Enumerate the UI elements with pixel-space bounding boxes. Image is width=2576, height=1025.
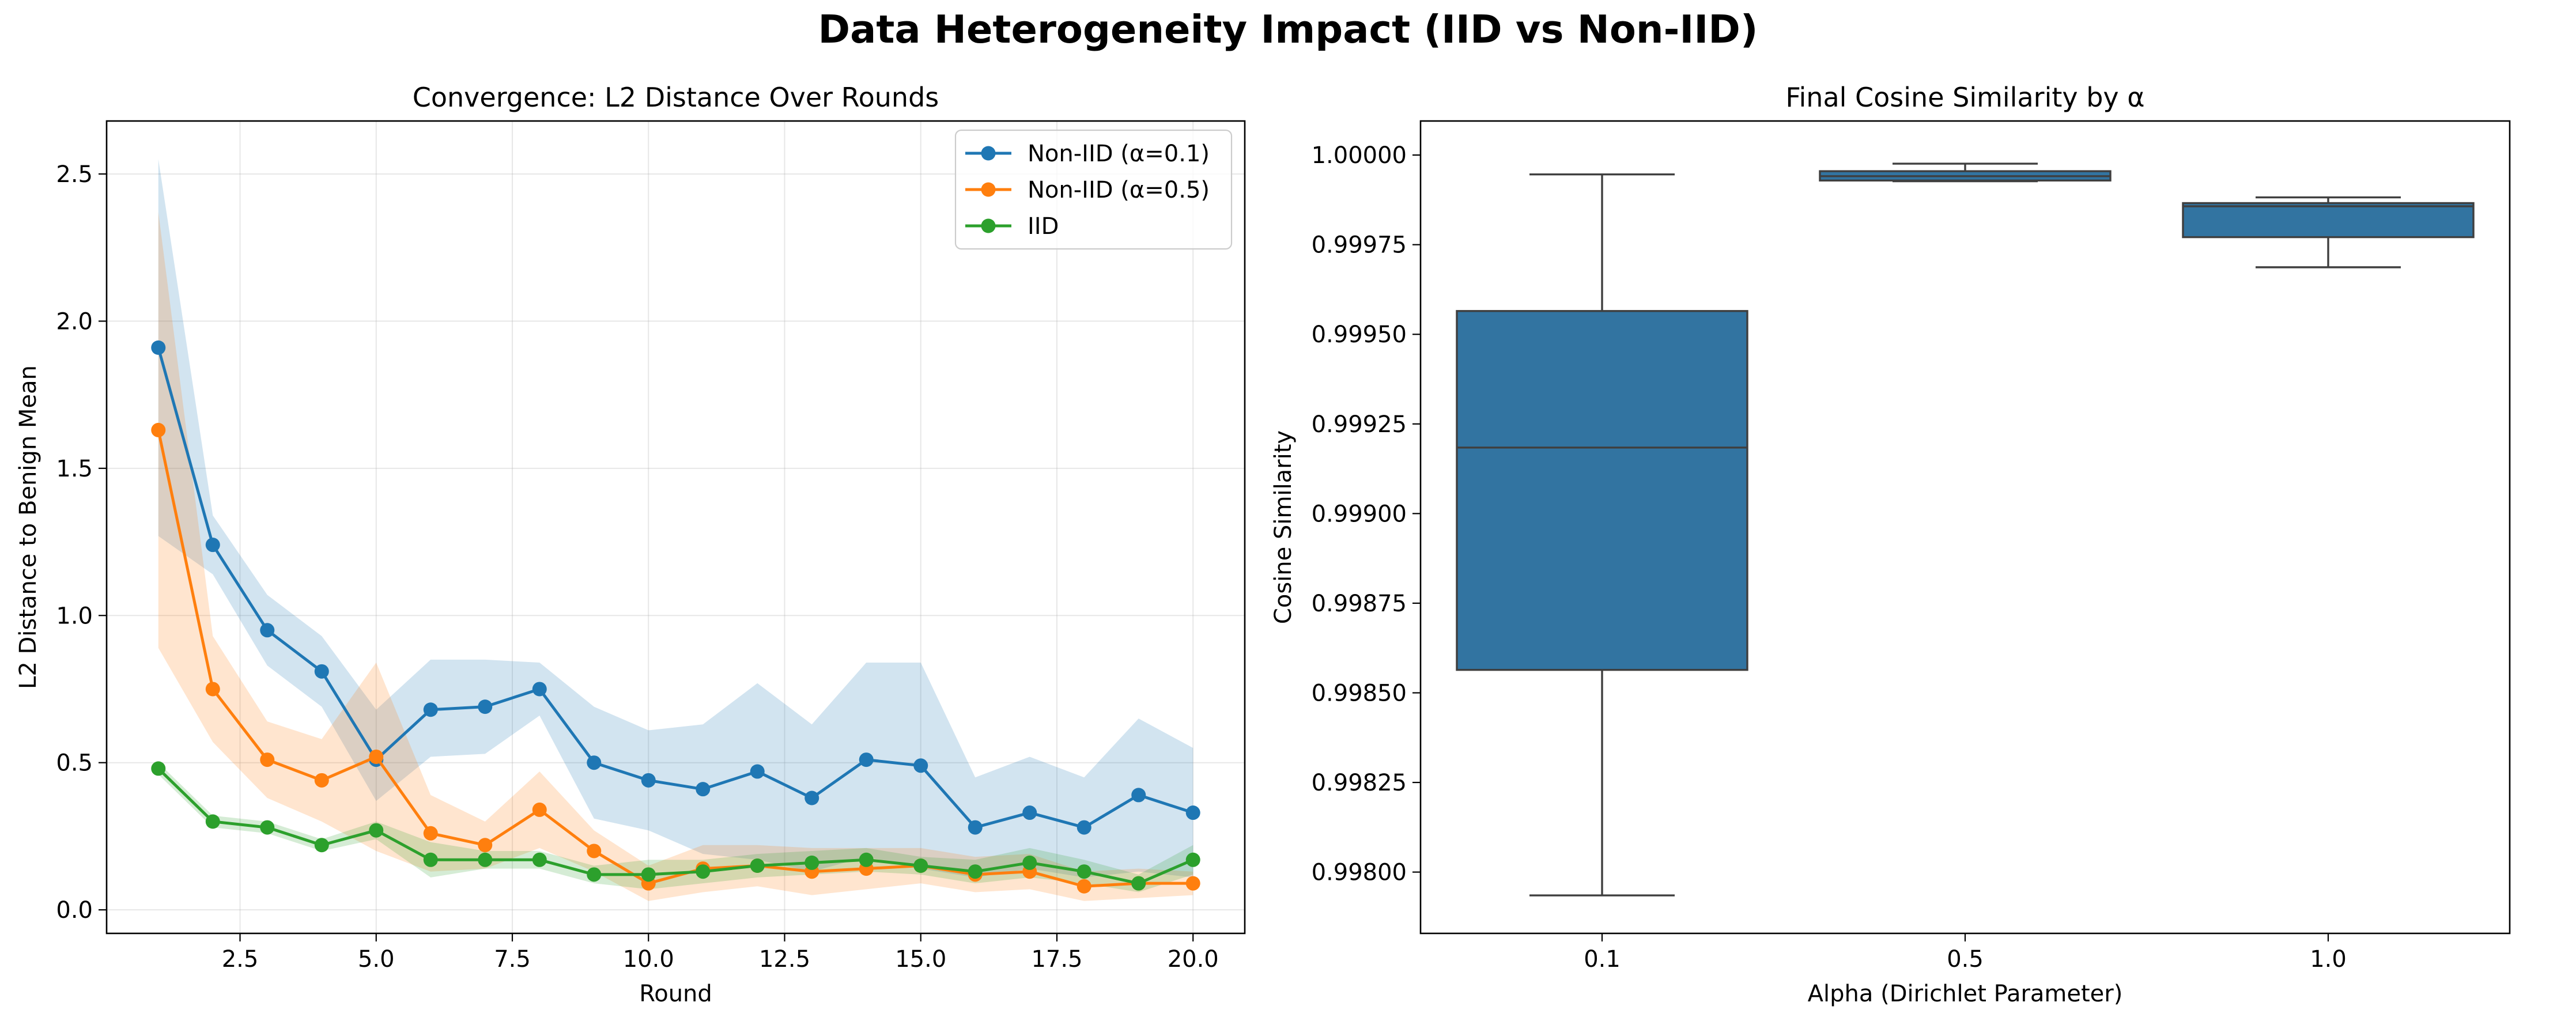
line-chart: 2.5 5.0 7.5 10.0 12.5 15.0 17.5 20.0 0.0 0.5 1.0 1.… xyxy=(15,82,1245,1007)
box-iqr xyxy=(2183,203,2473,237)
data-point xyxy=(750,858,765,873)
data-point xyxy=(696,782,710,796)
data-point xyxy=(206,682,220,696)
x-tick-label: 7.5 xyxy=(494,946,531,973)
data-point xyxy=(315,773,329,788)
data-point xyxy=(1131,788,1146,802)
x-tick-label: 17.5 xyxy=(1031,946,1082,973)
data-point xyxy=(1186,876,1200,891)
data-point xyxy=(641,773,656,788)
x-tick-label: 10.0 xyxy=(623,946,674,973)
box-chart-x-axis-label: Alpha (Dirichlet Parameter) xyxy=(1808,981,2123,1007)
data-point xyxy=(1022,805,1037,820)
data-point xyxy=(696,864,710,879)
data-point xyxy=(1022,856,1037,870)
data-point xyxy=(804,856,819,870)
data-point xyxy=(532,853,547,867)
y-tick-label: 1.0 xyxy=(56,603,93,629)
data-point xyxy=(1077,820,1091,835)
x-tick-label: 5.0 xyxy=(358,946,395,973)
legend-marker xyxy=(981,219,996,233)
data-point xyxy=(151,341,165,355)
data-point xyxy=(151,761,165,776)
x-tick-label: 20.0 xyxy=(1168,946,1219,973)
data-point xyxy=(587,755,601,770)
data-point xyxy=(206,814,220,829)
legend-entry: Non-IID (α=0.5) xyxy=(1028,177,1210,203)
data-point xyxy=(206,538,220,552)
legend-marker xyxy=(981,146,996,161)
x-tick-label: 2.5 xyxy=(222,946,259,973)
data-point xyxy=(968,820,983,835)
data-point xyxy=(859,752,874,767)
x-tick-label: 15.0 xyxy=(895,946,946,973)
line-chart-x-axis-label: Round xyxy=(639,981,712,1007)
data-point xyxy=(315,838,329,852)
y-tick-label: 0.99875 xyxy=(1312,591,1407,617)
x-tick-label: 0.5 xyxy=(1947,946,1984,973)
legend-entry: IID xyxy=(1028,213,1059,240)
data-point xyxy=(315,664,329,679)
data-point xyxy=(1186,805,1200,820)
data-point xyxy=(478,699,492,714)
data-point xyxy=(641,867,656,882)
data-point xyxy=(424,826,438,841)
y-tick-label: 0.99925 xyxy=(1312,411,1407,438)
data-point xyxy=(1131,876,1146,891)
data-point xyxy=(859,853,874,867)
data-point xyxy=(424,702,438,717)
data-point xyxy=(424,853,438,867)
data-point xyxy=(587,867,601,882)
box-chart-title: Final Cosine Similarity by α xyxy=(1785,82,2144,113)
data-point xyxy=(1077,864,1091,879)
x-tick-label: 0.1 xyxy=(1584,946,1621,973)
box-chart: 0.99800 0.99825 0.99850 0.99875 0.99900 0.999… xyxy=(1270,82,2510,1007)
y-tick-label: 2.0 xyxy=(56,308,93,335)
x-tick-label: 1.0 xyxy=(2310,946,2347,973)
data-point xyxy=(478,838,492,852)
data-point xyxy=(260,752,274,767)
data-point xyxy=(587,844,601,858)
y-tick-label: 0.99850 xyxy=(1312,680,1407,706)
y-tick-label: 2.5 xyxy=(56,161,93,188)
data-point xyxy=(151,423,165,437)
data-point xyxy=(913,858,928,873)
data-point xyxy=(532,803,547,817)
data-point xyxy=(913,758,928,773)
data-point xyxy=(968,864,983,879)
y-tick-label: 0.99825 xyxy=(1312,770,1407,796)
data-point xyxy=(478,853,492,867)
data-point xyxy=(369,750,383,764)
data-point xyxy=(804,791,819,805)
line-chart-y-axis-label: L2 Distance to Benign Mean xyxy=(15,365,41,689)
data-point xyxy=(1186,853,1200,867)
data-point xyxy=(750,765,765,779)
y-tick-label: 1.5 xyxy=(56,456,93,482)
legend-marker xyxy=(981,183,996,197)
x-tick-label: 12.5 xyxy=(759,946,810,973)
legend-entry: Non-IID (α=0.1) xyxy=(1028,141,1210,167)
data-point xyxy=(369,823,383,838)
y-tick-label: 1.00000 xyxy=(1312,142,1407,169)
legend: Non-IID (α=0.1) Non-IID (α=0.5) IID xyxy=(955,130,1232,249)
y-tick-label: 0.99950 xyxy=(1312,322,1407,348)
y-tick-label: 0.99900 xyxy=(1312,501,1407,527)
y-tick-label: 0.5 xyxy=(56,750,93,777)
y-tick-label: 0.99975 xyxy=(1312,232,1407,259)
line-chart-title: Convergence: L2 Distance Over Rounds xyxy=(413,82,939,113)
box-iqr xyxy=(1457,311,1747,670)
data-point xyxy=(1077,879,1091,894)
data-point xyxy=(532,682,547,696)
y-tick-label: 0.0 xyxy=(56,897,93,924)
box-chart-y-axis-label: Cosine Similarity xyxy=(1270,430,1297,624)
y-tick-label: 0.99800 xyxy=(1312,860,1407,886)
data-point xyxy=(260,820,274,835)
data-point xyxy=(260,623,274,637)
